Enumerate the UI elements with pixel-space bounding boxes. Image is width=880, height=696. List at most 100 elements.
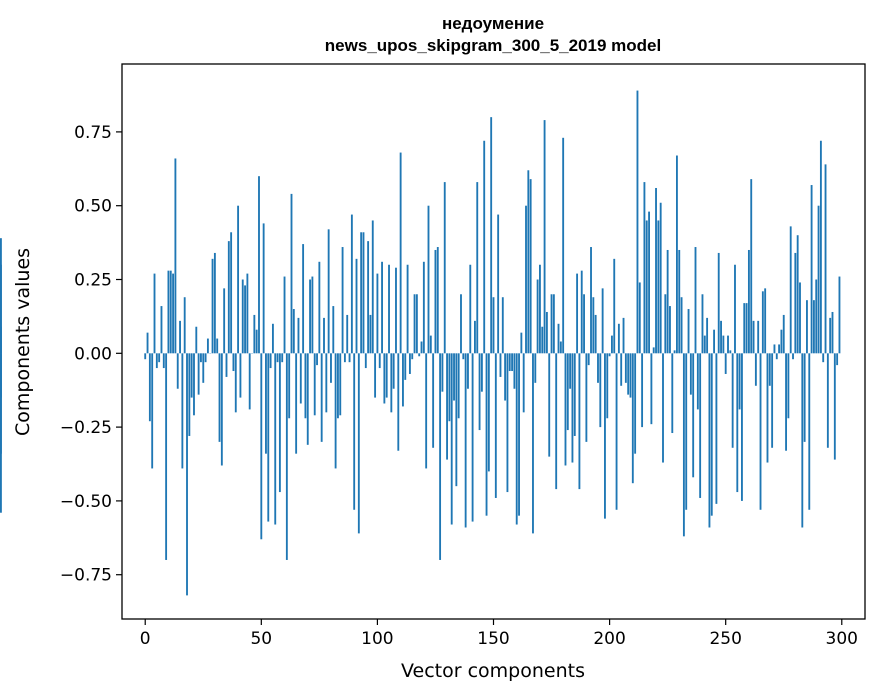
bar: [246, 273, 249, 354]
bar: [269, 353, 272, 369]
bar: [583, 294, 585, 354]
bar: [467, 353, 469, 389]
bar: [151, 353, 154, 469]
bar: [511, 353, 514, 372]
bar: [534, 353, 537, 383]
bar: [757, 320, 760, 354]
bar: [392, 353, 395, 389]
bar: [555, 353, 558, 490]
bar: [532, 353, 534, 534]
bar: [499, 353, 502, 377]
bar: [613, 258, 616, 354]
bar: [490, 117, 493, 354]
bar: [638, 282, 641, 354]
bar: [778, 344, 781, 354]
bar: [350, 214, 353, 354]
bar: [580, 270, 583, 354]
bar: [485, 353, 488, 516]
bar: [604, 353, 606, 519]
bar: [181, 353, 184, 469]
bar: [378, 353, 381, 369]
bar: [831, 311, 834, 354]
bar: [165, 353, 168, 560]
x-tick-label: 200: [593, 629, 625, 649]
bar: [541, 326, 544, 354]
bar: [501, 297, 504, 354]
bar: [241, 279, 244, 354]
bar: [694, 247, 697, 354]
bar: [573, 353, 576, 436]
chart-subtitle: news_upos_skipgram_300_5_2019 model: [325, 36, 661, 55]
bar: [213, 252, 216, 354]
bar: [669, 306, 671, 354]
bar: [179, 320, 181, 354]
bar: [624, 353, 627, 383]
bar: [306, 353, 309, 445]
bar: [812, 300, 815, 354]
x-tick-label: 300: [826, 629, 858, 649]
bar: [255, 329, 258, 354]
bar: [713, 329, 716, 354]
bar: [792, 353, 794, 360]
bar: [313, 353, 316, 416]
bar: [819, 140, 822, 354]
bar: [808, 353, 811, 510]
bar: [434, 249, 437, 354]
bar: [323, 317, 325, 354]
bar: [678, 249, 681, 354]
y-axis-label: Components values: [12, 248, 34, 436]
bar: [824, 164, 827, 354]
bar: [237, 205, 240, 354]
bar: [520, 332, 523, 354]
bar: [390, 353, 393, 413]
y-tick-label: 0.25: [74, 271, 112, 291]
bar: [339, 353, 342, 416]
bar: [682, 353, 685, 537]
bar: [436, 247, 439, 354]
bar: [195, 326, 198, 354]
bar: [144, 353, 147, 360]
bar: [278, 353, 281, 493]
bar: [731, 353, 734, 448]
bar: [787, 353, 790, 419]
bar: [450, 353, 453, 525]
bar: [460, 294, 462, 354]
bar: [260, 353, 263, 540]
bar: [587, 353, 590, 366]
bar: [404, 353, 407, 380]
bar: [200, 353, 202, 363]
x-tick-label: 100: [361, 629, 393, 649]
bar: [220, 353, 223, 466]
bar: [543, 120, 546, 354]
bar: [406, 264, 409, 354]
bar: [518, 353, 520, 516]
bar: [155, 353, 158, 369]
bar: [738, 353, 741, 410]
bar: [564, 353, 567, 466]
bar: [357, 353, 360, 534]
bar: [295, 353, 298, 454]
bar: [764, 288, 767, 354]
y-tick-label: 0.75: [74, 123, 112, 143]
bar: [782, 314, 785, 354]
bar: [729, 350, 732, 354]
bar: [492, 297, 495, 354]
bar: [425, 353, 428, 469]
bar: [258, 176, 260, 354]
bar: [362, 232, 365, 354]
y-tick-label: −0.25: [60, 418, 112, 438]
bar: [174, 158, 177, 354]
y-axis: −0.75 −0.50 −0.25 0.00 0.25 0.50 0.75: [60, 123, 122, 586]
bar: [734, 264, 736, 354]
bar: [218, 353, 221, 442]
bar: [146, 332, 149, 354]
bar: [497, 214, 500, 354]
bar: [634, 353, 637, 454]
bar: [227, 241, 230, 354]
bar: [327, 229, 330, 354]
bar: [367, 241, 370, 354]
bar: [785, 353, 787, 451]
bar: [153, 273, 156, 354]
bar: [671, 353, 674, 434]
bar: [590, 247, 592, 354]
